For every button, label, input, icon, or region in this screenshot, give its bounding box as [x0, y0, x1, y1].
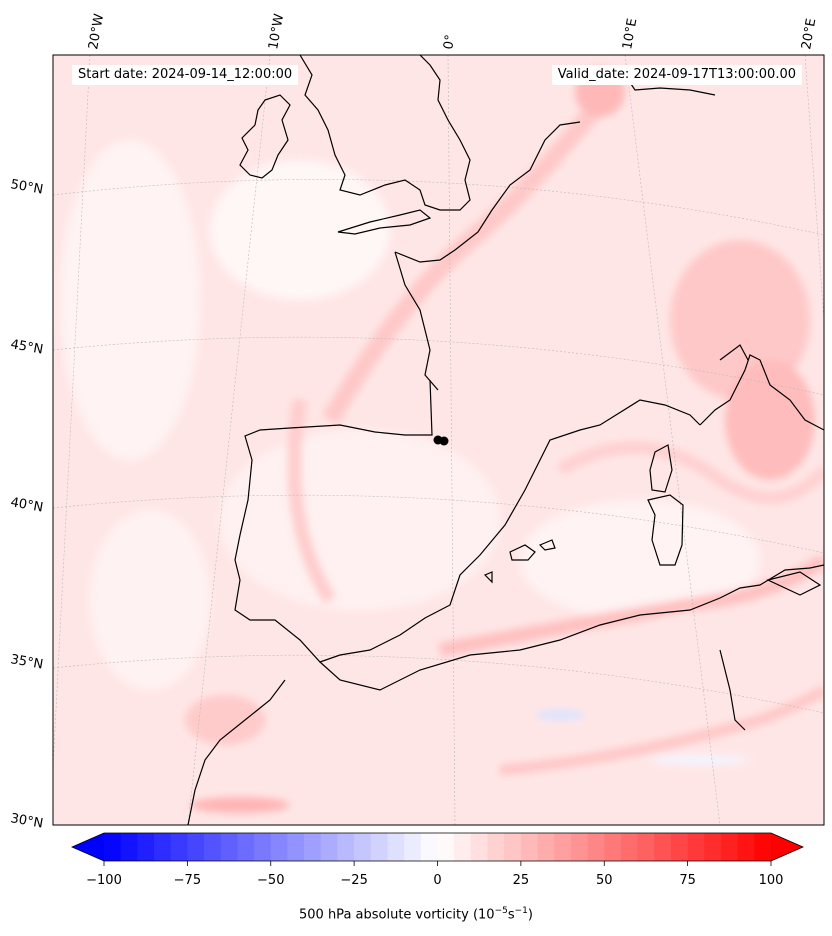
colorbar-segment — [470, 833, 489, 861]
colorbar-segment — [487, 833, 505, 861]
colorbar-title-close: ) — [527, 907, 533, 923]
corsica-coast — [649, 444, 673, 493]
colorbar-segment — [337, 833, 355, 861]
colorbar-segment — [704, 833, 722, 861]
colorbar-title: 500 hPa absolute vorticity (10−5s−1) — [0, 906, 832, 922]
colorbar-segment — [620, 833, 639, 861]
colorbar-segment — [304, 833, 322, 861]
colorbar-max-arrow — [771, 833, 803, 861]
colorbar-title-unit: s — [507, 907, 515, 923]
colorbar-segment — [637, 833, 655, 861]
colorbar-segment — [670, 833, 689, 861]
colorbar-segment — [504, 833, 522, 861]
colorbar-segment — [270, 833, 288, 861]
france-coast — [394, 121, 581, 263]
colorbar-segment — [754, 833, 772, 861]
colorbar-segment — [154, 833, 172, 861]
colorbar-segment — [170, 833, 188, 861]
colorbar-segment — [320, 833, 338, 861]
colorbar-segment — [404, 833, 422, 861]
colorbar-segment — [437, 833, 455, 861]
colorbar-segment — [354, 833, 372, 861]
colorbar-segment — [104, 833, 122, 861]
colorbar-segments — [104, 833, 772, 861]
colorbar-segment — [287, 833, 305, 861]
colorbar-tick-label: −100 — [86, 873, 122, 888]
colorbar-segment — [137, 833, 155, 861]
colorbar-segment — [420, 833, 438, 861]
colorbar-tick-label: 25 — [513, 873, 530, 888]
lat-label-40n: 40°N — [9, 495, 44, 515]
colorbar-tick-label: 50 — [596, 873, 613, 888]
colorbar-ticks: −100 −75 −50 −25 0 25 50 75 100 — [86, 861, 783, 888]
colorbar-segment — [687, 833, 705, 861]
colorbar-tick-label: 100 — [759, 873, 784, 888]
colorbar-segment — [237, 833, 255, 861]
graticule — [53, 55, 824, 825]
colorbar-segment — [570, 833, 589, 861]
colorbar-segment — [254, 833, 272, 861]
colorbar-segment — [587, 833, 605, 861]
north-africa-coast — [319, 564, 824, 691]
coastlines — [187, 55, 824, 825]
longitude-labels: 20°W 10°W 0° 10°E 20°E — [86, 13, 819, 51]
sardinia-coast — [647, 494, 684, 566]
colorbar-title-exp2: −1 — [514, 906, 528, 916]
colorbar-segment — [537, 833, 555, 861]
colorbar-segment — [720, 833, 739, 861]
valid-date-label: Valid_date: 2024-09-17T13:00:00.00 — [551, 65, 802, 85]
lon-label-20e: 20°E — [799, 17, 819, 50]
map-frame — [52, 54, 825, 826]
lon-label-10w: 10°W — [266, 13, 287, 51]
lon-label-20w: 20°W — [86, 13, 107, 51]
colorbar-segment — [220, 833, 238, 861]
colorbar-segment — [554, 833, 572, 861]
colorbar-segment — [120, 833, 138, 861]
colorbar-min-arrow — [72, 833, 104, 861]
italy-coast — [699, 354, 824, 431]
colorbar-segment — [604, 833, 622, 861]
colorbar-title-text: 500 hPa absolute vorticity (10 — [299, 907, 495, 923]
start-date-label: Start date: 2024-09-14_12:00:00 — [72, 65, 299, 85]
lat-label-35n: 35°N — [9, 652, 44, 672]
colorbar-tick-label: 75 — [679, 873, 696, 888]
lat-label-45n: 45°N — [9, 337, 44, 357]
colorbar-segment — [520, 833, 539, 861]
colorbar-segment — [454, 833, 472, 861]
latitude-labels: 50°N 45°N 40°N 35°N 30°N — [9, 177, 44, 831]
colorbar-title-exp1: −5 — [494, 906, 508, 916]
location-marker — [433, 435, 449, 446]
lon-label-0: 0° — [441, 34, 458, 51]
colorbar-segment — [204, 833, 222, 861]
lat-label-30n: 30°N — [9, 811, 44, 831]
colorbar-segment — [187, 833, 205, 861]
colorbar-segment — [370, 833, 388, 861]
colorbar-tick-label: −75 — [174, 873, 201, 888]
colorbar: −100 −75 −50 −25 0 25 50 75 100 — [71, 832, 804, 888]
lon-label-10e: 10°E — [620, 17, 640, 50]
lat-label-50n: 50°N — [9, 177, 44, 197]
colorbar-tick-label: 0 — [433, 873, 441, 888]
colorbar-segment — [387, 833, 405, 861]
colorbar-tick-label: −50 — [257, 873, 284, 888]
colorbar-segment — [654, 833, 672, 861]
ireland-coast — [239, 94, 291, 179]
colorbar-segment — [737, 833, 755, 861]
colorbar-tick-label: −25 — [340, 873, 367, 888]
great-britain-coast — [299, 55, 471, 211]
